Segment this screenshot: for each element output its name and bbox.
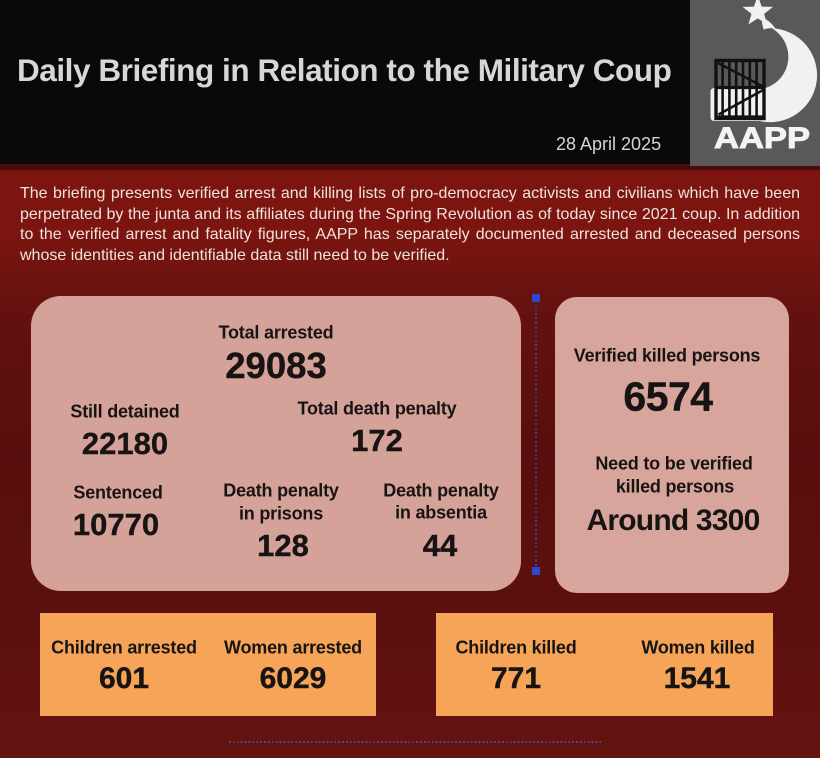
svg-text:AAPP: AAPP — [714, 122, 810, 155]
